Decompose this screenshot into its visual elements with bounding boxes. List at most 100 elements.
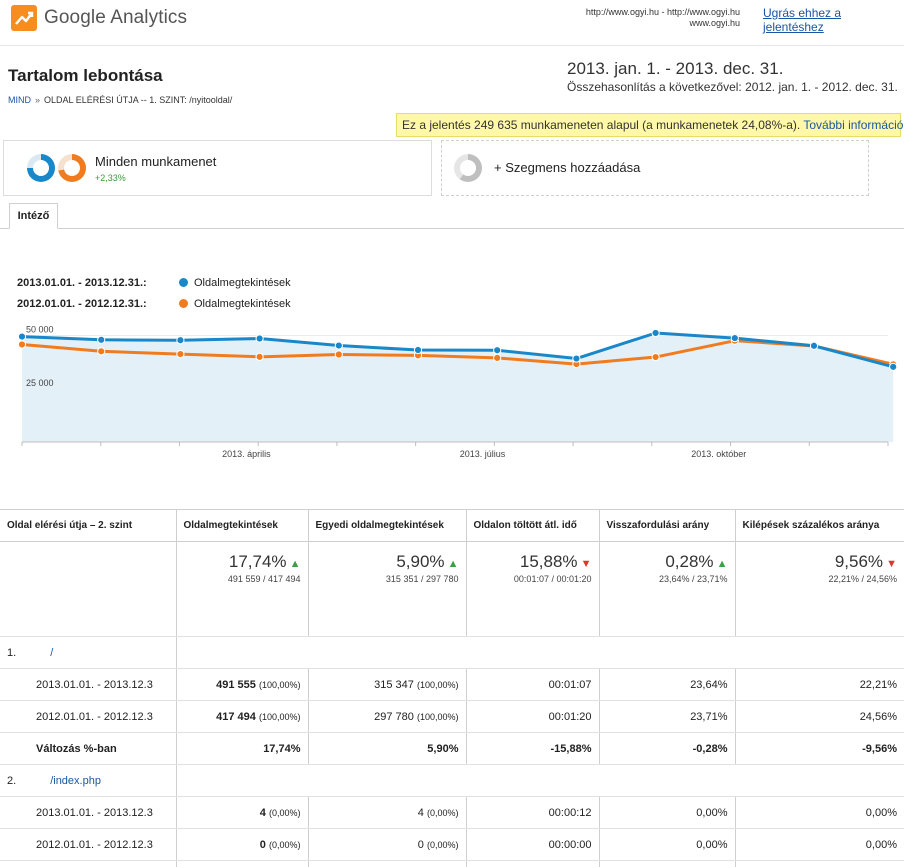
arrow-up-icon: ▲ (713, 558, 728, 570)
change-pageviews-cell: 17,74% (176, 732, 309, 765)
series-line-2013-point (176, 336, 185, 345)
breadcrumb-root-link[interactable]: MIND (8, 95, 31, 105)
exit-rate-cell: 0,00% (735, 828, 904, 861)
summary-values: 315 351 / 297 780 (385, 574, 459, 584)
summary-change-pct: 0,28% (665, 552, 714, 571)
column-header[interactable]: Egyedi oldalmegtekintések (308, 509, 467, 542)
pageviews-chart[interactable]: 50 000 25 000 2013. április 2013. július 201… (0, 310, 904, 470)
series-line-2013-point (651, 328, 660, 338)
series-line-2013-point (889, 362, 898, 371)
series-line-2013-point (97, 335, 106, 344)
learn-more-link[interactable]: További információ (803, 118, 904, 132)
series-line-2012-point (97, 347, 106, 356)
summary-cell: 0,28% ▲ 23,64% / 23,71% (599, 541, 736, 637)
comparison-range: Összehasonlítás a következővel: 2012. ja… (567, 80, 898, 94)
table-row: 2012.01.01. - 2012.12.3 0 (0,00%) 0 (0,0… (0, 828, 904, 861)
unique-pageviews-share: (100,00%) (416, 679, 459, 690)
series-line-2012-point (17, 340, 27, 349)
column-header[interactable]: Kilépések százalékos aránya (735, 509, 904, 542)
add-segment-label: + Szegmens hozzáadása (494, 160, 641, 175)
period-cell: 2013.01.01. - 2013.12.3 (0, 668, 177, 701)
segment-donut-icon (27, 154, 55, 182)
change-unique-pageviews-cell: 5,90% (308, 732, 467, 765)
summary-cell: 15,88% ▼ 00:01:07 / 00:01:20 (466, 541, 600, 637)
column-header[interactable]: Oldal elérési útja – 2. szint (0, 509, 177, 542)
summary-change-pct: 17,74% (228, 552, 287, 571)
unique-pageviews-share: (100,00%) (416, 711, 459, 722)
breadcrumb-current: OLDAL ELÉRÉSI ÚTJA -- 1. SZINT: /nyitool… (44, 95, 233, 105)
series-area-2013 (22, 332, 894, 442)
series-line-2013-point (493, 346, 502, 355)
legend-item: 2012.01.01. - 2012.12.31.: Oldalmegtekint… (17, 298, 291, 310)
segment-delta: +2,33% (95, 173, 126, 183)
column-header[interactable]: Oldalmegtekintések (176, 509, 309, 542)
tab-bar (0, 228, 904, 229)
row-index: 2. (7, 774, 17, 787)
exit-rate-cell: 0,00% (735, 796, 904, 829)
series-line-2013-point (17, 332, 27, 341)
change-exit-rate-cell: -9,56% (735, 732, 904, 765)
change-pageviews-cell: ∞% (176, 860, 309, 867)
change-bounce-rate-cell: -0,28% (599, 732, 736, 765)
tab-dashboard[interactable]: Intéző (9, 203, 58, 229)
change-bounce-rate-cell: 0,00% (599, 860, 736, 867)
series-line-2012-point (255, 352, 264, 361)
series-line-2012-point (651, 352, 660, 362)
add-segment-button[interactable]: + Szegmens hozzáadása (441, 140, 869, 196)
pageviews-cell: 491 555 (100,00%) (176, 668, 309, 701)
legend-period: 2013.01.01. - 2013.12.31.: (17, 277, 147, 289)
series-line-2013-point (334, 341, 343, 350)
pageviews-cell: 417 494 (100,00%) (176, 700, 309, 733)
unique-pageviews-share: (0,00%) (426, 839, 459, 850)
jump-to-report-link[interactable]: Ugrás ehhez a jelentéshez (763, 6, 842, 34)
legend-metric: Oldalmegtekintések (194, 298, 291, 310)
row-index: 1. (7, 646, 17, 659)
group-header-row: 2. /index.php (0, 764, 904, 797)
bounce-rate-cell: 23,71% (599, 700, 736, 733)
group-empty-cell (176, 764, 904, 797)
table-row: 2013.01.01. - 2013.12.3 4 (0,00%) 4 (0,0… (0, 796, 904, 829)
legend-item: 2013.01.01. - 2013.12.31.: Oldalmegtekint… (17, 277, 291, 289)
pageviews-value: 0 (259, 838, 266, 851)
summary-cell: 17,74% ▲ 491 559 / 417 494 (176, 541, 309, 637)
period-cell: 2012.01.01. - 2012.12.3 (0, 828, 177, 861)
summary-change-pct: 5,90% (396, 552, 445, 571)
unique-pageviews-value: 4 (417, 806, 424, 819)
summary-label-cell (0, 541, 177, 637)
segment-all-sessions[interactable]: Minden munkamenet +2,33% (3, 140, 432, 196)
arrow-up-icon: ▲ (286, 558, 301, 570)
property-url-line: http://www.ogyi.hu - http://www.ogyi.hu (585, 7, 740, 17)
change-avg-time-cell: 0,00% (466, 860, 600, 867)
series-line-2013-point (255, 334, 264, 343)
segment-donut-icon (58, 154, 86, 182)
x-tick-label: 2013. április (222, 449, 271, 459)
bounce-rate-cell: 0,00% (599, 796, 736, 829)
unique-pageviews-cell: 297 780 (100,00%) (308, 700, 467, 733)
arrow-down-icon: ▼ (577, 558, 592, 570)
summary-values: 00:01:07 / 00:01:20 (513, 574, 592, 584)
change-exit-rate-cell: 0,00% (735, 860, 904, 867)
exit-rate-cell: 24,56% (735, 700, 904, 733)
pageviews-value: 417 494 (216, 710, 256, 723)
unique-pageviews-cell: 315 347 (100,00%) (308, 668, 467, 701)
date-range-picker[interactable]: 2013. jan. 1. - 2013. dec. 31. (567, 59, 784, 78)
page-title: Tartalom lebontása (8, 66, 163, 85)
x-tick-label: 2013. július (460, 449, 506, 459)
y-tick-label: 25 000 (26, 378, 54, 388)
column-header[interactable]: Oldalon töltött átl. idő (466, 509, 600, 542)
bounce-rate-cell: 0,00% (599, 828, 736, 861)
page-path-link[interactable]: / (50, 646, 54, 659)
change-avg-time-cell: -15,88% (466, 732, 600, 765)
summary-change-pct: 15,88% (519, 552, 578, 571)
column-header[interactable]: Visszafordulási arány (599, 509, 736, 542)
exit-rate-cell: 22,21% (735, 668, 904, 701)
series-line-2013-point (730, 334, 739, 343)
pageviews-cell: 0 (0,00%) (176, 828, 309, 861)
unique-pageviews-value: 315 347 (374, 678, 414, 691)
group-empty-cell (176, 636, 904, 669)
avg-time-cell: 00:00:00 (466, 828, 600, 861)
change-unique-pageviews-cell: ∞% (308, 860, 467, 867)
empty-segment-icon (454, 154, 482, 182)
unique-pageviews-value: 297 780 (374, 710, 414, 723)
page-path-link[interactable]: /index.php (50, 774, 101, 787)
